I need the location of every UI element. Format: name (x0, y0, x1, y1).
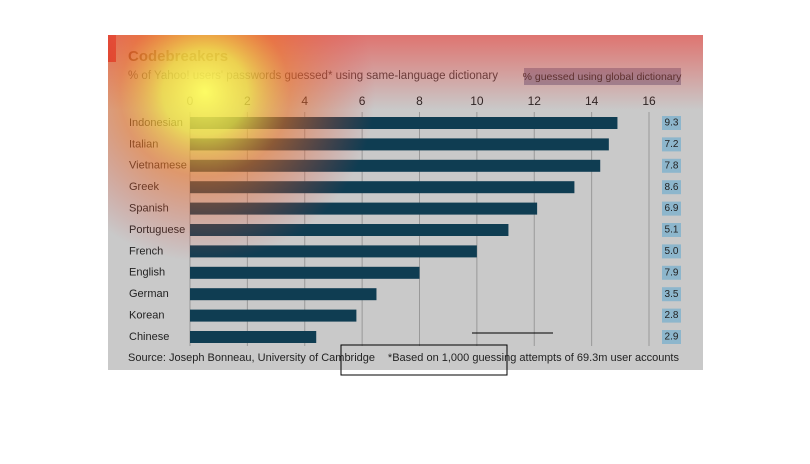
global-value-label: 7.9 (665, 267, 679, 278)
x-tick-label: 16 (642, 94, 656, 108)
bar (190, 309, 357, 322)
global-value-label: 2.9 (665, 332, 679, 343)
artifact-box (340, 344, 508, 376)
bar (190, 266, 420, 279)
chart-subtitle: % of Yahoo! users' passwords guessed* us… (128, 70, 498, 82)
x-tick-label: 14 (585, 94, 599, 108)
bar (190, 202, 538, 215)
y-tick-label: Greek (129, 181, 159, 193)
source: Source: Joseph Bonneau, University of Ca… (128, 352, 375, 364)
bar (190, 181, 575, 194)
bar (190, 288, 377, 301)
x-tick-label: 0 (187, 94, 194, 108)
global-value-label: 3.5 (665, 289, 679, 300)
x-tick-label: 4 (301, 94, 308, 108)
y-tick-label: German (129, 288, 169, 300)
global-value-label: 5.1 (665, 225, 679, 236)
global-value-label: 5.0 (665, 246, 679, 257)
y-tick-label: Indonesian (129, 117, 183, 129)
global-value-label: 8.6 (665, 182, 679, 193)
accent-bar (108, 35, 116, 62)
footnote: *Based on 1,000 guessing attempts of 69.… (388, 352, 680, 364)
bar (190, 138, 609, 151)
x-tick-label: 8 (416, 94, 423, 108)
y-tick-label: English (129, 267, 165, 279)
y-tick-label: French (129, 245, 163, 257)
global-value-label: 2.8 (665, 310, 679, 321)
y-tick-label: Spanish (129, 203, 169, 215)
global-value-label: 7.2 (665, 139, 679, 150)
bar (190, 159, 601, 172)
y-tick-label: Korean (129, 310, 164, 322)
bar (190, 245, 477, 258)
bar (190, 331, 317, 343)
x-tick-label: 10 (470, 94, 484, 108)
global-value-label: 9.3 (665, 118, 679, 129)
chart-title: Codebreakers (128, 48, 228, 65)
global-value-label: 6.9 (665, 203, 679, 214)
legend-label: % guessed using global dictionary (523, 71, 683, 83)
y-tick-label: Italian (129, 138, 158, 150)
x-tick-label: 12 (528, 94, 542, 108)
bar (190, 224, 509, 236)
global-value-label: 7.8 (665, 160, 679, 171)
y-tick-label: Chinese (129, 331, 169, 343)
y-tick-label: Portuguese (129, 224, 185, 236)
x-tick-label: 6 (359, 94, 366, 108)
bar (190, 117, 618, 129)
y-tick-label: Vietnamese (129, 160, 187, 172)
x-tick-label: 2 (244, 94, 251, 108)
